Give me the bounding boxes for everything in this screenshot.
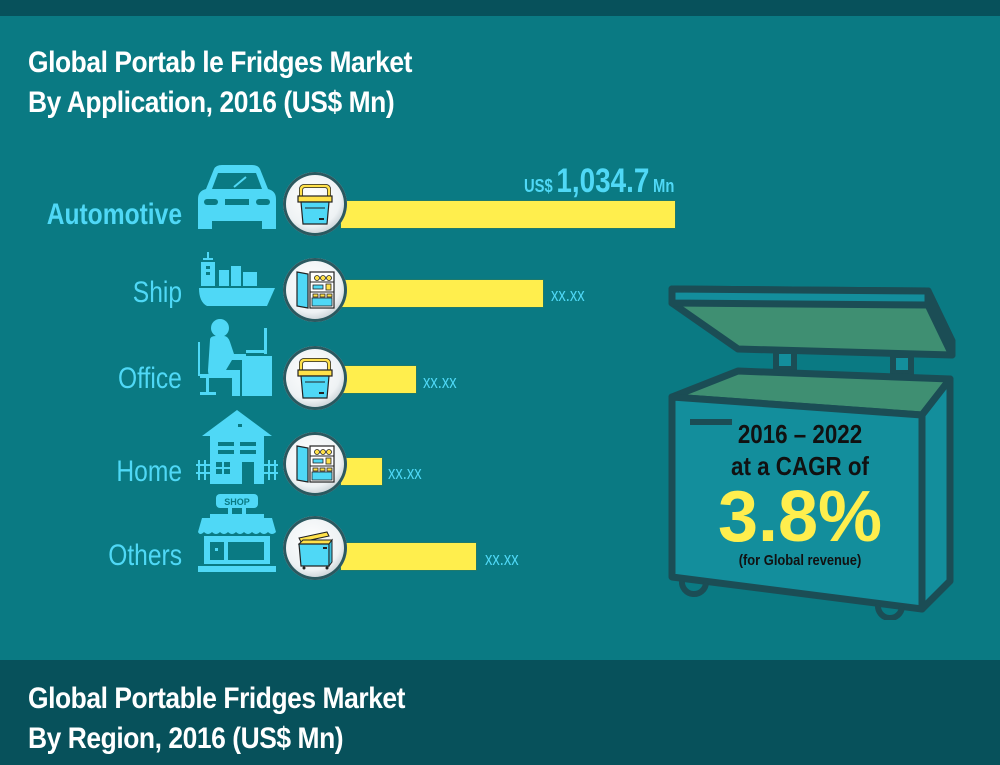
- bar-home: [340, 457, 383, 486]
- house-icon: [196, 406, 278, 491]
- product-badge-others: [283, 516, 347, 580]
- value-label-office: xx.xx: [423, 372, 457, 392]
- row-label-office: Office: [118, 362, 182, 395]
- shop-sign-text: SHOP: [224, 497, 250, 507]
- bar-automotive: [340, 200, 676, 229]
- car-icon: [196, 163, 278, 236]
- cagr-note: (for Global revenue): [738, 552, 862, 569]
- chest-freezer-illustration: [660, 275, 1000, 625]
- row-label-automotive: Automotive: [46, 198, 182, 231]
- row-label-ship: Ship: [132, 276, 182, 309]
- region-section: [0, 660, 1000, 765]
- value-prefix: US$: [523, 176, 553, 196]
- cagr-value: 3.8%: [717, 477, 883, 557]
- open-fridge-icon: [296, 271, 335, 309]
- page-title-line1: Global Portab le Fridges Market: [28, 46, 412, 79]
- region-title-line2: By Region, 2016 (US$ Mn): [28, 722, 344, 755]
- row-label-home: Home: [116, 455, 182, 488]
- value-label-automotive: US$ 1,034.7 Mn: [524, 162, 674, 201]
- value-label-ship: xx.xx: [551, 285, 585, 305]
- cooler-box-icon: [297, 184, 333, 225]
- cagr-callout: 2016 – 2022 at a CAGR of 3.8% (for Globa…: [700, 418, 900, 570]
- cagr-label: at a CAGR of: [731, 451, 869, 481]
- product-badge-automotive: [283, 172, 347, 236]
- top-band: [0, 0, 1000, 16]
- page-title-line2: By Application, 2016 (US$ Mn): [28, 86, 395, 119]
- chest-freezer-icon: [297, 531, 333, 570]
- value-label-home: xx.xx: [388, 463, 422, 483]
- bar-others: [340, 542, 477, 571]
- bar-ship: [340, 279, 544, 308]
- bar-office: [340, 365, 417, 394]
- row-label-others: Others: [108, 539, 182, 572]
- value-number: 1,034.7: [555, 162, 650, 200]
- office-worker-icon: [196, 318, 278, 403]
- product-badge-home: [283, 432, 347, 496]
- product-badge-ship: [283, 258, 347, 322]
- shop-icon: SHOP: [196, 492, 278, 579]
- value-suffix: Mn: [652, 176, 674, 196]
- region-title-line1: Global Portable Fridges Market: [28, 682, 406, 715]
- open-fridge-icon: [296, 445, 335, 483]
- product-badge-office: [283, 346, 347, 410]
- cooler-box-icon: [297, 358, 333, 399]
- cagr-period: 2016 – 2022: [737, 419, 863, 449]
- ship-icon: [197, 252, 277, 313]
- value-label-others: xx.xx: [485, 549, 519, 569]
